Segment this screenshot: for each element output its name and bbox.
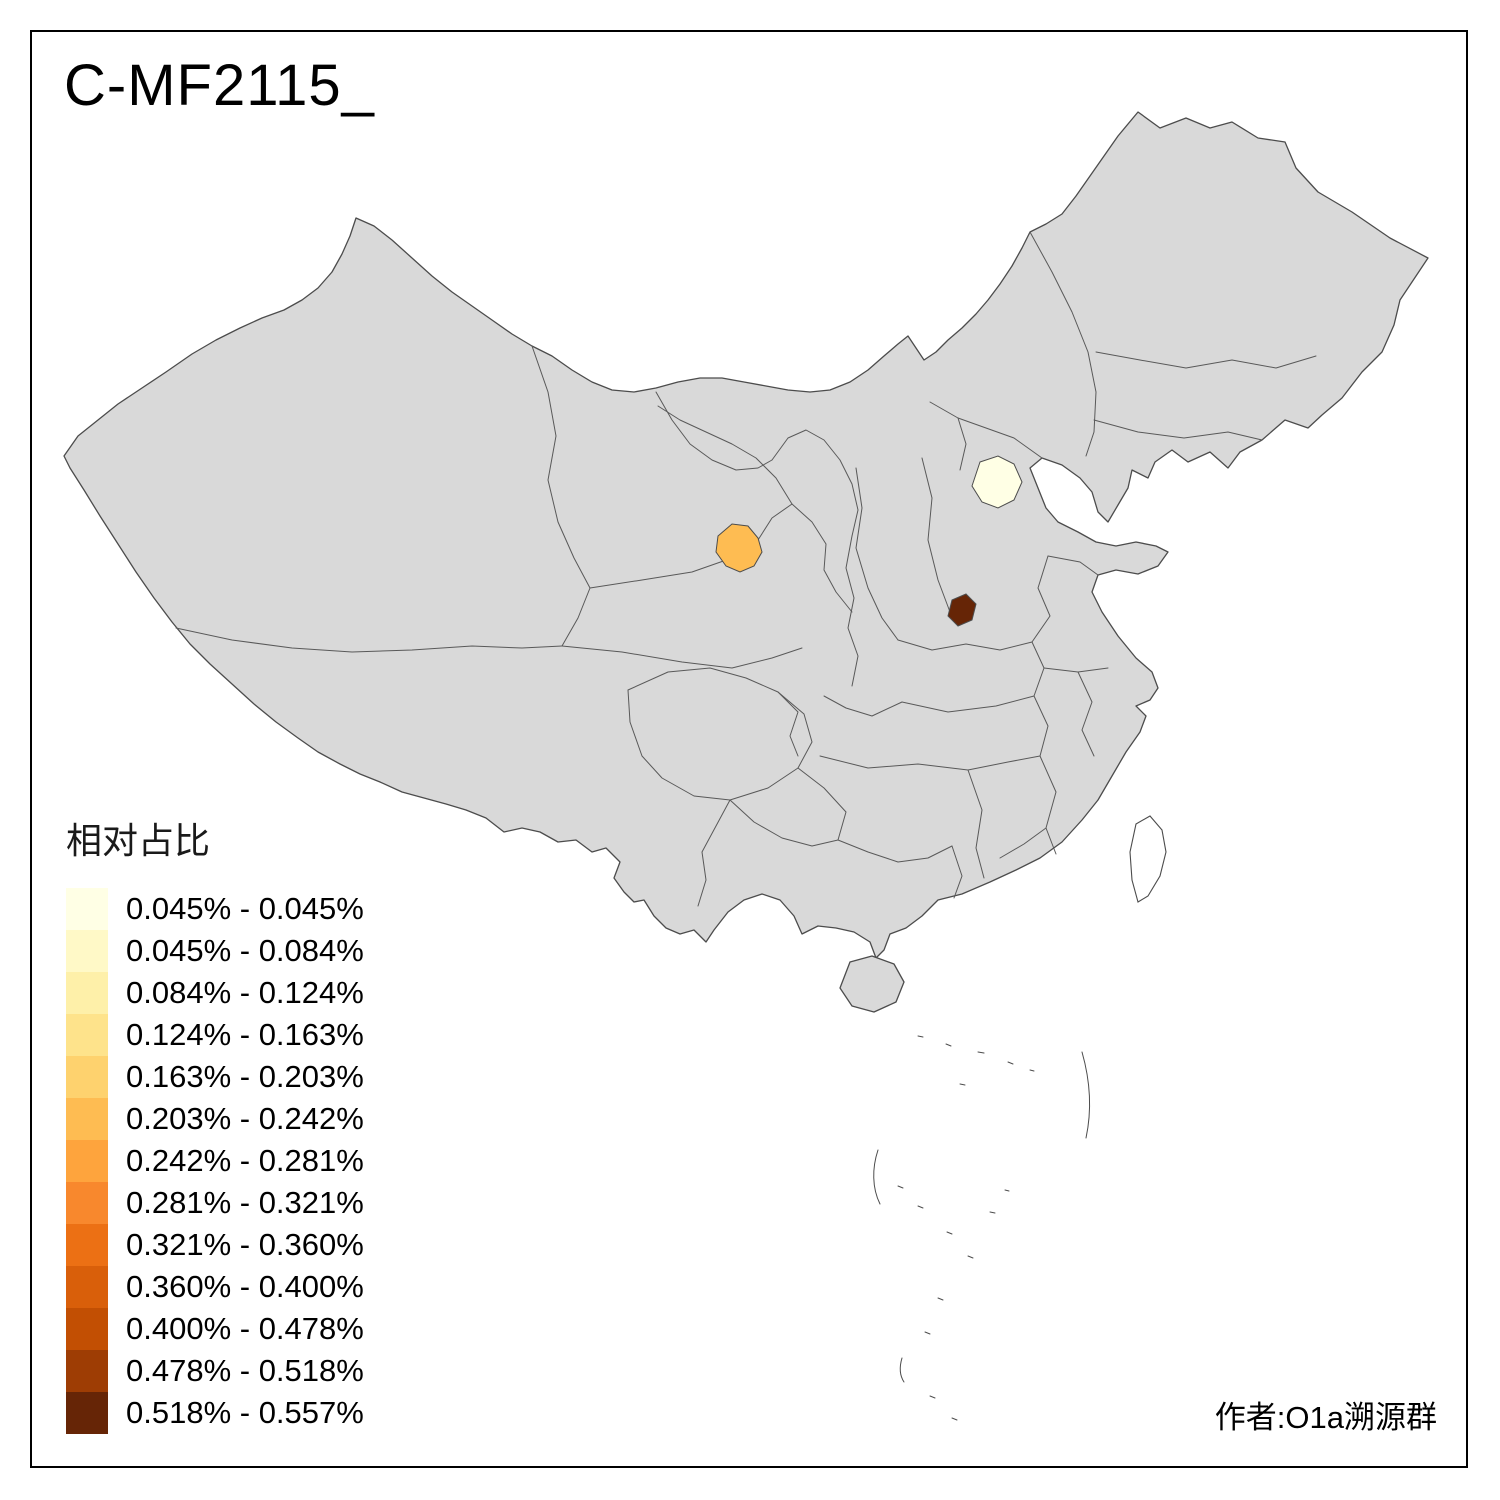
legend-label: 0.360% - 0.400%	[126, 1269, 364, 1304]
legend-swatch	[66, 1350, 108, 1392]
legend-swatch	[66, 930, 108, 972]
province-boundaries	[175, 231, 1317, 907]
legend-label: 0.400% - 0.478%	[126, 1311, 364, 1346]
legend-label: 0.045% - 0.084%	[126, 933, 364, 968]
legend-row: 0.084% - 0.124%	[66, 972, 364, 1014]
legend-row: 0.360% - 0.400%	[66, 1266, 364, 1308]
legend-swatch	[66, 1392, 108, 1434]
legend-label: 0.045% - 0.045%	[126, 891, 364, 926]
legend-rows: 0.045% - 0.045% 0.045% - 0.084% 0.084% -…	[66, 888, 364, 1434]
legend-row: 0.163% - 0.203%	[66, 1056, 364, 1098]
legend-label: 0.281% - 0.321%	[126, 1185, 364, 1220]
highlighted-regions	[715, 455, 1023, 627]
legend-label: 0.203% - 0.242%	[126, 1101, 364, 1136]
legend-swatch	[66, 1182, 108, 1224]
legend-row: 0.242% - 0.281%	[66, 1140, 364, 1182]
legend-label: 0.478% - 0.518%	[126, 1353, 364, 1388]
legend-row: 0.281% - 0.321%	[66, 1182, 364, 1224]
page-title: C-MF2115_	[64, 53, 375, 118]
legend-label: 0.124% - 0.163%	[126, 1017, 364, 1052]
legend-row: 0.478% - 0.518%	[66, 1350, 364, 1392]
region-highlight-orange	[715, 523, 763, 573]
legend-label: 0.163% - 0.203%	[126, 1059, 364, 1094]
legend-label: 0.321% - 0.360%	[126, 1227, 364, 1262]
legend-row: 0.045% - 0.084%	[66, 930, 364, 972]
legend-row: 0.124% - 0.163%	[66, 1014, 364, 1056]
legend-row: 0.321% - 0.360%	[66, 1224, 364, 1266]
legend-swatch	[66, 1098, 108, 1140]
legend-row: 0.400% - 0.478%	[66, 1308, 364, 1350]
legend-swatch	[66, 1140, 108, 1182]
legend-swatch	[66, 1056, 108, 1098]
legend-row: 0.045% - 0.045%	[66, 888, 364, 930]
legend: 相对占比 0.045% - 0.045% 0.045% - 0.084% 0.0…	[66, 812, 364, 1434]
legend-row: 0.203% - 0.242%	[66, 1098, 364, 1140]
attribution: 作者:O1a溯源群	[1214, 1400, 1437, 1435]
legend-swatch	[66, 1014, 108, 1056]
legend-swatch	[66, 1224, 108, 1266]
legend-label: 0.242% - 0.281%	[126, 1143, 364, 1178]
legend-swatch	[66, 1308, 108, 1350]
south-china-sea-islands	[873, 1035, 1090, 1421]
legend-label: 0.084% - 0.124%	[126, 975, 364, 1010]
legend-title: 相对占比	[66, 820, 211, 861]
legend-label: 0.518% - 0.557%	[126, 1395, 364, 1430]
legend-swatch	[66, 1266, 108, 1308]
hainan-island	[839, 955, 905, 1013]
legend-swatch	[66, 888, 108, 930]
legend-swatch	[66, 972, 108, 1014]
region-highlight-light	[971, 455, 1023, 509]
region-highlight-dark	[947, 593, 977, 627]
legend-row: 0.518% - 0.557%	[66, 1392, 364, 1434]
taiwan-island	[1129, 815, 1167, 903]
